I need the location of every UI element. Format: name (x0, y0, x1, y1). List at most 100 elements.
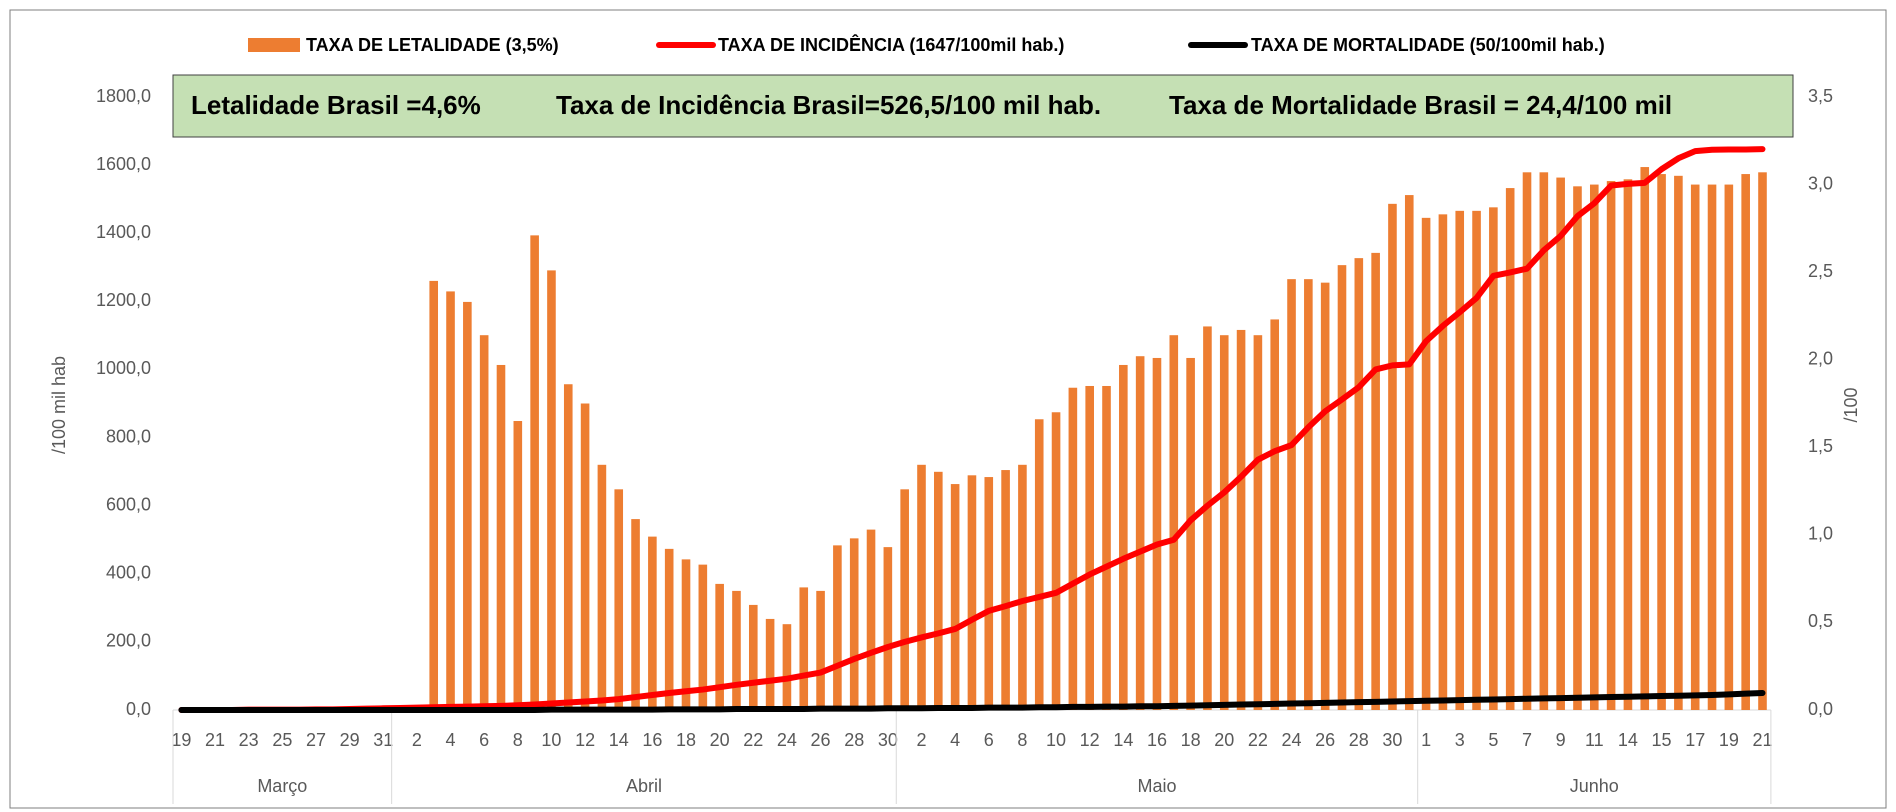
bar (1219, 335, 1229, 710)
x-tick-label: 15 (1652, 730, 1672, 750)
bar (1707, 184, 1717, 711)
x-tick-label: 18 (1181, 730, 1201, 750)
line (178, 689, 1766, 713)
bar (1758, 172, 1767, 711)
bar (479, 335, 489, 710)
bar (816, 590, 825, 710)
y-tick-label: 1400,0 (96, 222, 151, 242)
bar (547, 270, 556, 710)
x-tick-label: 24 (1282, 730, 1302, 750)
bar (1539, 172, 1549, 711)
bar (1034, 419, 1044, 710)
x-tick-label: 5 (1488, 730, 1498, 750)
x-tick-label: 20 (710, 730, 730, 750)
bar (1421, 217, 1431, 710)
x-group-label: Maio (1137, 776, 1176, 796)
x-tick-label: 2 (916, 730, 926, 750)
bar (1556, 177, 1565, 710)
bar (1018, 464, 1027, 710)
bar (1455, 210, 1465, 711)
x-tick-label: 22 (743, 730, 763, 750)
bar (984, 477, 994, 710)
y-tick-label: 800,0 (106, 426, 151, 446)
y2-tick-label: 0,5 (1808, 611, 1833, 631)
bar (1119, 364, 1128, 710)
bar (563, 384, 573, 710)
bar (732, 590, 741, 710)
x-tick-label: 21 (1752, 730, 1772, 750)
y-tick-label: 0,0 (126, 699, 151, 719)
annotation: Taxa de Incidência Brasil=526,5/100 mil … (556, 90, 1101, 120)
x-tick-label: 12 (1080, 730, 1100, 750)
bar (1135, 356, 1145, 710)
x-tick-label: 8 (1017, 730, 1027, 750)
bar (631, 519, 640, 710)
bar (597, 464, 607, 710)
bar (748, 604, 758, 710)
bar (967, 475, 977, 710)
x-tick-label: 22 (1248, 730, 1268, 750)
x-tick-label: 25 (272, 730, 292, 750)
y-tick-label: 200,0 (106, 631, 151, 651)
x-tick-label: 16 (642, 730, 662, 750)
bar (1489, 207, 1498, 710)
x-tick-label: 29 (340, 730, 360, 750)
bar (883, 547, 893, 710)
y2-tick-label: 2,5 (1808, 261, 1833, 281)
annotation-box (172, 74, 1794, 138)
bar (496, 364, 506, 710)
legend-label: TAXA DE MORTALIDADE (50/100mil hab.) (1251, 35, 1605, 55)
x-tick-label: 24 (777, 730, 797, 750)
bar (1522, 172, 1532, 711)
bar (681, 559, 691, 710)
x-tick-label: 21 (205, 730, 225, 750)
bar (1253, 335, 1263, 710)
bar (1085, 385, 1094, 710)
y2-tick-label: 2,0 (1808, 348, 1833, 368)
x-tick-label: 11 (1585, 730, 1604, 750)
x-tick-label: 28 (844, 730, 864, 750)
y-axis-title: /100 mil hab (49, 356, 69, 454)
x-tick-label: 12 (575, 730, 595, 750)
bar (833, 545, 842, 710)
bar (715, 583, 724, 710)
bar (648, 536, 657, 710)
bar (1320, 282, 1330, 710)
bar (765, 618, 775, 710)
x-tick-label: 30 (1382, 730, 1402, 750)
annotation: Taxa de Mortalidade Brasil = 24,4/100 mi… (1169, 90, 1672, 120)
y-tick-label: 600,0 (106, 494, 151, 514)
x-tick-label: 1 (1421, 730, 1431, 750)
y2-tick-label: 0,0 (1808, 699, 1833, 719)
legend-swatch (248, 38, 300, 52)
x-group-label: Junho (1570, 776, 1619, 796)
x-tick-label: 10 (1046, 730, 1066, 750)
bar (1051, 412, 1061, 710)
x-tick-label: 20 (1214, 730, 1234, 750)
annotation: Letalidade Brasil =4,6% (191, 90, 481, 120)
bar (1606, 181, 1616, 710)
x-tick-label: 18 (676, 730, 696, 750)
x-tick-label: 28 (1349, 730, 1369, 750)
x-tick-label: 6 (984, 730, 994, 750)
x-tick-label: 30 (878, 730, 898, 750)
x-tick-label: 26 (1315, 730, 1335, 750)
x-group-label: Março (257, 776, 307, 796)
x-tick-label: 4 (446, 730, 456, 750)
bar (1724, 184, 1734, 711)
bar (849, 538, 859, 710)
y-tick-label: 1000,0 (96, 358, 151, 378)
bar (1674, 175, 1683, 711)
x-tick-label: 27 (306, 730, 326, 750)
bar (530, 235, 539, 710)
bar (1102, 385, 1111, 710)
x-tick-label: 10 (541, 730, 561, 750)
bar (664, 548, 674, 710)
legend-label: TAXA DE LETALIDADE (3,5%) (306, 35, 559, 55)
x-tick-label: 7 (1522, 730, 1532, 750)
x-tick-label: 16 (1147, 730, 1167, 750)
x-tick-label: 14 (609, 730, 629, 750)
bar (1186, 357, 1195, 710)
